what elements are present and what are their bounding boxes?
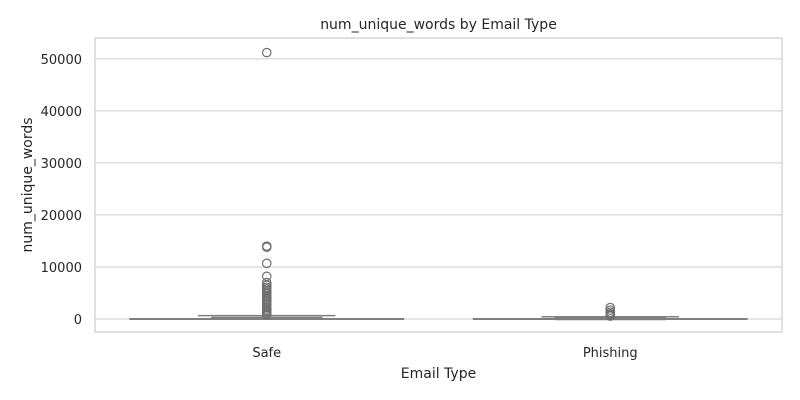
y-tick-label: 40000 [41,105,82,120]
x-tick-label: Phishing [583,346,638,361]
boxes [129,47,748,321]
y-tick-label: 50000 [41,53,82,68]
outlier-point [605,311,616,321]
tick-labels: 0 10000 20000 30000 40000 50000 Safe Phishing [41,53,638,361]
outlier-point [261,310,272,320]
y-axis-title: num_unique_words [20,117,36,252]
y-tick-label: 20000 [41,209,82,224]
box-phishing [472,302,748,321]
y-tick-label: 30000 [41,157,82,172]
outlier-point [261,242,272,252]
chart-title: num_unique_words by Email Type [320,17,557,33]
y-tick-label: 0 [74,313,82,328]
y-tick-label: 10000 [41,261,82,276]
grid-lines [95,58,782,320]
outlier-point [261,258,272,269]
x-axis-title: Email Type [401,366,476,382]
x-tick-label: Safe [252,346,281,361]
box-safe [129,47,405,320]
outlier-point [261,47,272,58]
plot-frame [94,37,783,333]
